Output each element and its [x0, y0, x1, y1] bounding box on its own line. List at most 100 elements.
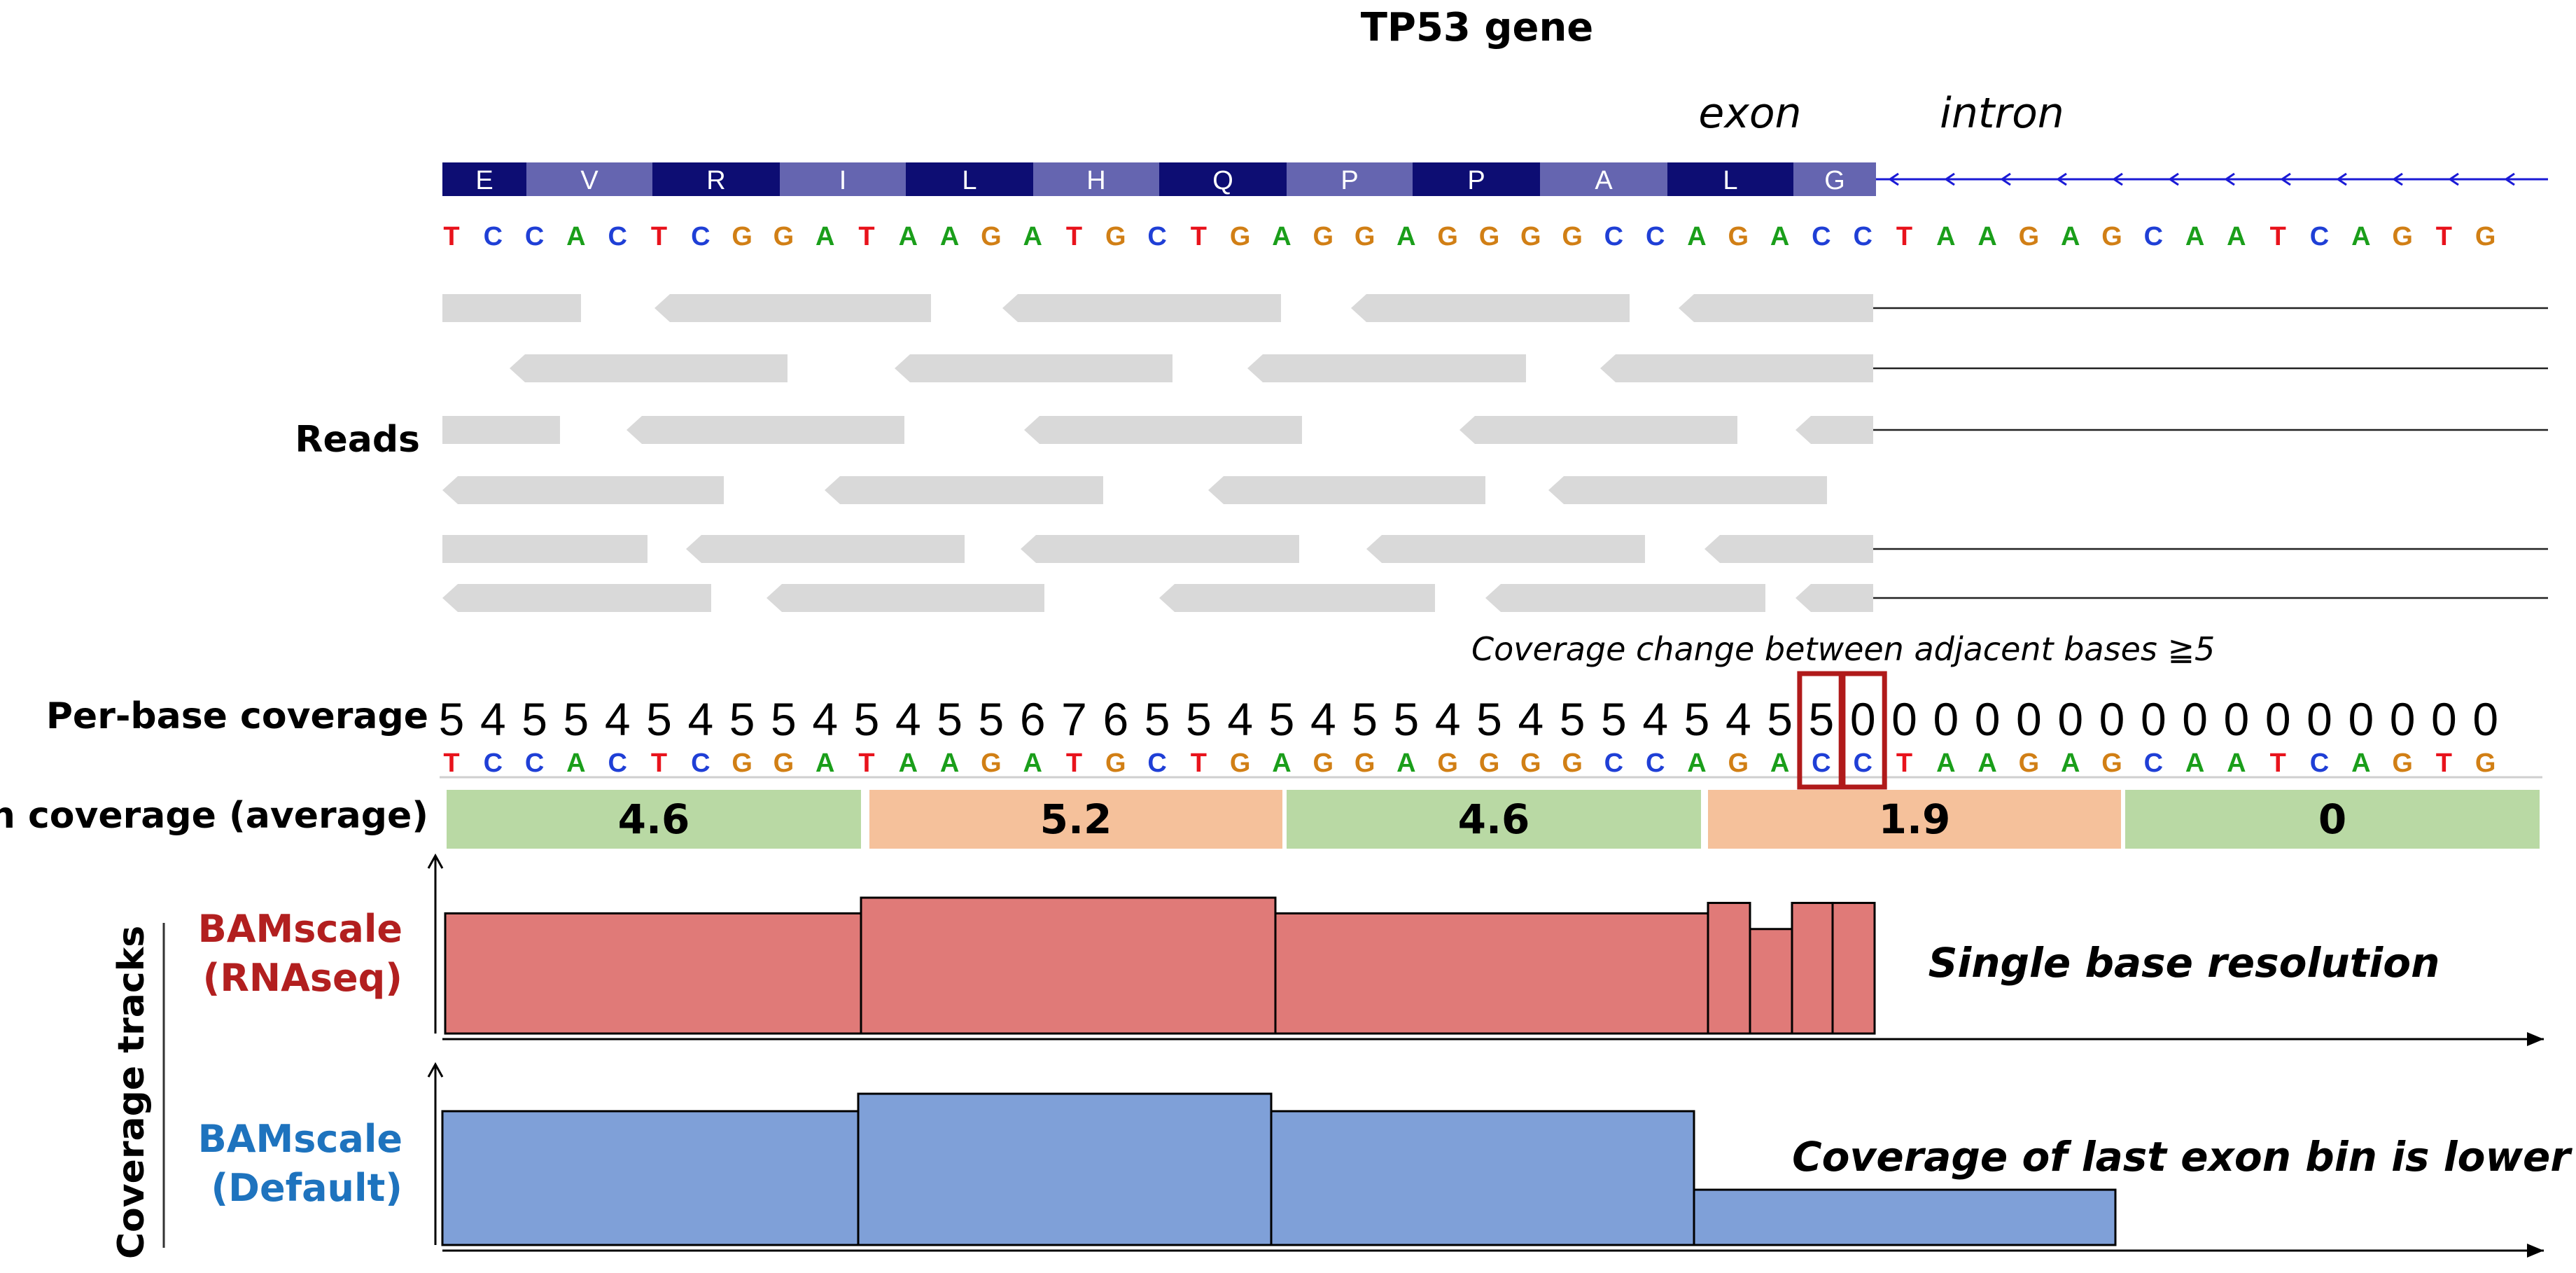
nucleotide: T: [1191, 222, 1207, 251]
nucleotide: T: [651, 222, 667, 251]
bamscale-rnaseq-track: BAMscale (RNAseq) Single base resolution: [198, 853, 2544, 1046]
read: [1159, 584, 1435, 612]
coverage-bar: [1270, 1110, 1695, 1246]
intron-arrow-icon: [2448, 172, 2459, 186]
read: [1795, 584, 1873, 612]
nucleotide: G: [981, 222, 1002, 251]
bin-box: [447, 790, 861, 849]
x-axis-arrow-icon: [2527, 1244, 2544, 1258]
coverage-bar: [1831, 901, 1876, 1035]
nucleotide: G: [1520, 749, 1541, 778]
amino-acid-block: [906, 162, 1033, 196]
bin-box: [1708, 790, 2121, 849]
amino-acid-label: A: [1595, 166, 1613, 195]
nucleotide: G: [1728, 222, 1749, 251]
coverage-value: 4: [480, 693, 506, 745]
nucleotide: A: [899, 749, 918, 778]
bin-value: 5.2: [1040, 795, 1112, 843]
bin-coverage-label: Bin coverage (average): [0, 795, 428, 837]
nucleotide: G: [981, 749, 1002, 778]
intron-arrow-icon: [1888, 172, 1899, 186]
nucleotide: G: [1105, 749, 1126, 778]
nucleotide: A: [1687, 749, 1706, 778]
nucleotide: A: [1936, 222, 1955, 251]
amino-acid-block: [1413, 162, 1540, 196]
read: [1208, 476, 1485, 504]
amino-acid-block: [1793, 162, 1876, 196]
amino-acid-block: [1667, 162, 1793, 196]
nucleotide: T: [2436, 749, 2452, 778]
read: [1600, 354, 1873, 382]
read: [1548, 476, 1827, 504]
intron-arrow-icon: [2280, 172, 2291, 186]
nucleotide: A: [2185, 749, 2204, 778]
coverage-value: 5: [1352, 693, 1378, 745]
coverage-value: 4: [1310, 693, 1336, 745]
nucleotide: A: [940, 749, 959, 778]
nucleotide: G: [774, 222, 794, 251]
nucleotide: T: [2270, 749, 2286, 778]
nucleotide: C: [1853, 749, 1872, 778]
read: [1485, 584, 1765, 612]
nucleotide: C: [1812, 222, 1830, 251]
read: [626, 416, 904, 444]
coverage-value: 5: [729, 693, 755, 745]
track-name-line2: (Default): [211, 1166, 402, 1210]
nucleotide: A: [1687, 222, 1706, 251]
amino-acid-block: [1033, 162, 1159, 196]
nucleotide: C: [2310, 749, 2329, 778]
read: [1021, 535, 1299, 563]
coverage-value: 4: [895, 693, 921, 745]
coverage-bar: [1749, 928, 1793, 1035]
coverage-value: 5: [646, 693, 672, 745]
intron-track: [1876, 172, 2548, 186]
bin-value: 0: [2318, 795, 2346, 843]
coverage-bar: [1791, 901, 1834, 1035]
read: [1366, 535, 1645, 563]
nucleotide: A: [2351, 222, 2370, 251]
nucleotide: C: [691, 749, 710, 778]
coverage-bar: [1693, 1188, 2117, 1246]
coverage-value: 0: [2348, 693, 2374, 745]
read: [686, 535, 965, 563]
nucleotide: A: [1936, 749, 1955, 778]
coverage-bar: [1274, 912, 1709, 1035]
nucleotide: A: [816, 749, 834, 778]
read: [895, 354, 1172, 382]
nucleotide: A: [2185, 222, 2204, 251]
amino-acid-label: G: [1824, 166, 1845, 195]
nucleotide: C: [1646, 749, 1665, 778]
track-name-line2: (RNAseq): [203, 956, 402, 1000]
coverage-bar: [1707, 901, 1751, 1035]
coverage-value: 6: [1020, 693, 1046, 745]
amino-acid-label: R: [706, 166, 725, 195]
amino-acid-label: L: [962, 166, 976, 195]
nucleotide: T: [858, 749, 874, 778]
intron-arrow-icon: [2504, 172, 2515, 186]
amino-acid-block: [780, 162, 906, 196]
nucleotide: T: [1896, 749, 1912, 778]
amino-acid-label: V: [580, 166, 598, 195]
nucleotide: G: [1728, 749, 1749, 778]
read: [766, 584, 1044, 612]
nucleotide: A: [1770, 222, 1789, 251]
nucleotide: A: [1272, 222, 1291, 251]
coverage-value: 5: [1767, 693, 1793, 745]
per-base-coverage-label: Per-base coverage: [46, 695, 428, 737]
nucleotide: T: [443, 749, 459, 778]
intron-arrow-icon: [2392, 172, 2403, 186]
nucleotide: T: [651, 749, 667, 778]
nucleotide: G: [2101, 222, 2122, 251]
nucleotide: C: [691, 222, 710, 251]
coverage-value: 0: [2057, 693, 2083, 745]
coverage-value: 5: [564, 693, 589, 745]
nucleotide: A: [2351, 749, 2370, 778]
coverage-value: 4: [687, 693, 713, 745]
nucleotide: G: [1520, 222, 1541, 251]
reads-label: Reads: [295, 419, 420, 461]
nucleotide: A: [1977, 222, 1996, 251]
nucleotide: G: [2392, 749, 2413, 778]
read: [442, 535, 648, 563]
